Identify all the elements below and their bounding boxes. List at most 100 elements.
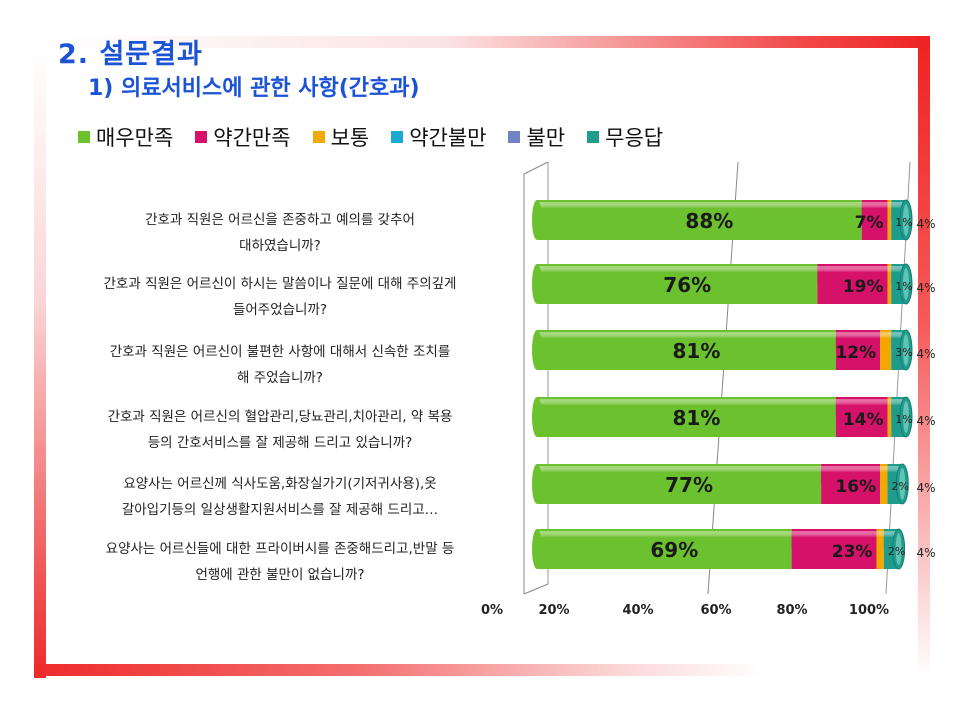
question-line: 간호과 직원은 어르신의 혈압관리,당뇨관리,치아관리, 약 복용	[107, 409, 453, 425]
data-label-somewhat-satisfied: 12%	[835, 343, 876, 363]
legend-label: 보통	[330, 126, 370, 150]
question-line: 대하였습니까?	[239, 238, 321, 254]
question-line: 간호과 직원은 어르신이 하시는 말씀이나 질문에 대해 주의깊게	[103, 276, 457, 292]
legend-swatch-very-satisfied	[78, 131, 90, 143]
bar-highlight-somewhat-satisfied	[861, 202, 888, 220]
frame-bottom-bar	[34, 664, 764, 676]
data-label-somewhat-satisfied: 19%	[843, 277, 884, 297]
question-line: 등의 간호서비스를 잘 제공해 드리고 있습니까?	[147, 435, 413, 451]
data-label-very-satisfied: 88%	[685, 209, 733, 233]
data-label-neutral: 2%	[888, 545, 905, 558]
chart-legend: 매우만족 약간만족 보통 약간불만 불만 무응답	[78, 120, 663, 154]
data-label-very-satisfied: 77%	[665, 473, 713, 497]
question-label-4: 간호과 직원은 어르신의 혈압관리,당뇨관리,치아관리, 약 복용 등의 간호서…	[40, 404, 520, 456]
x-tick-label: 60%	[700, 603, 731, 618]
bar-cap-right-highlight	[895, 533, 902, 565]
bar-cap-left	[532, 397, 542, 437]
bar-highlight-neutral	[887, 399, 892, 417]
x-tick-label: 0%	[481, 603, 503, 618]
question-label-1: 간호과 직원은 어르신을 존중하고 예의를 갖추어 대하였습니까?	[40, 207, 520, 259]
data-label-neutral: 2%	[892, 480, 909, 493]
legend-item-no-answer: 무응답	[587, 122, 663, 152]
bar-highlight-very-satisfied	[537, 266, 818, 284]
bar-highlight-very-satisfied	[537, 332, 836, 350]
question-line: 요양사는 어르신들에 대한 프라이버시를 존중해드리고,반말 등	[105, 541, 455, 557]
frame-left-bar	[34, 48, 46, 678]
data-label-no-answer: 4%	[916, 481, 935, 495]
legend-swatch-dissatisfied	[508, 131, 521, 143]
legend-swatch-somewhat-dissatisfied	[391, 131, 404, 143]
bar-cap-left	[532, 200, 542, 240]
bar-cap-left	[532, 330, 542, 370]
bar-highlight-somewhat-satisfied	[821, 466, 881, 484]
legend-label: 약간만족	[213, 126, 291, 150]
bar-highlight-neutral	[887, 266, 892, 284]
x-tick-label: 40%	[622, 603, 653, 618]
bar-cap-right-highlight	[903, 401, 909, 433]
bar-highlight-somewhat-satisfied	[791, 531, 877, 549]
data-label-neutral: 1%	[895, 413, 912, 426]
bar-highlight-very-satisfied	[537, 531, 792, 549]
question-label-5: 요양사는 어르신께 식사도움,화장실가기(기저귀사용),옷 갈아입기등의 일상생…	[40, 471, 520, 523]
legend-label: 매우만족	[96, 126, 174, 150]
question-line: 갈아입기등의 일상생활지원서비스를 잘 제공해 드리고…	[121, 502, 439, 518]
data-label-very-satisfied: 81%	[673, 339, 721, 363]
legend-item-dissatisfied: 불만	[508, 122, 565, 152]
bar-highlight-very-satisfied	[537, 466, 822, 484]
bar-cap-right-highlight	[903, 204, 909, 236]
data-label-neutral: 1%	[895, 280, 912, 293]
x-tick-label: 80%	[776, 603, 807, 618]
question-label-2: 간호과 직원은 어르신이 하시는 말씀이나 질문에 대해 주의깊게 들어주었습니…	[40, 271, 520, 323]
axis-wall-top-left	[523, 161, 549, 175]
legend-label: 무응답	[605, 126, 664, 150]
question-label-6: 요양사는 어르신들에 대한 프라이버시를 존중해드리고,반말 등 언행에 관한 …	[40, 536, 520, 588]
legend-swatch-neutral	[312, 131, 325, 143]
data-label-no-answer: 4%	[916, 414, 935, 428]
data-label-somewhat-satisfied: 14%	[843, 410, 884, 430]
bar-cap-left	[532, 464, 542, 504]
legend-item-very-satisfied: 매우만족	[78, 122, 173, 152]
legend-swatch-no-answer	[587, 131, 600, 143]
bar-highlight-somewhat-satisfied	[835, 332, 881, 350]
bar-highlight-very-satisfied	[537, 202, 862, 220]
frame-top-bar	[50, 36, 930, 48]
x-tick-label: 100%	[849, 603, 889, 618]
data-label-neutral: 3%	[895, 346, 912, 359]
bar-highlight-very-satisfied	[537, 399, 836, 417]
legend-swatch-somewhat-satisfied	[195, 131, 208, 143]
data-label-very-satisfied: 76%	[663, 273, 711, 297]
question-line: 간호과 직원은 어르신이 불편한 사항에 대해서 신속한 조치를	[109, 344, 451, 360]
question-line: 간호과 직원은 어르신을 존중하고 예의를 갖추어	[145, 212, 415, 228]
data-label-very-satisfied: 69%	[650, 538, 698, 562]
bar-highlight-somewhat-satisfied	[817, 266, 888, 284]
legend-item-neutral: 보통	[312, 122, 370, 152]
data-label-no-answer: 4%	[916, 217, 935, 231]
legend-item-somewhat-satisfied: 약간만족	[195, 122, 291, 152]
page-title: 2. 설문결과	[58, 39, 203, 70]
legend-label: 약간불만	[409, 126, 487, 150]
axis-wall-bottom-left	[523, 583, 549, 595]
frame-right-bar	[918, 36, 930, 676]
bar-cap-left	[532, 529, 542, 569]
question-line: 들어주었습니까?	[232, 302, 328, 318]
bar-highlight-neutral	[880, 466, 888, 484]
bar-highlight-neutral	[887, 202, 892, 220]
data-label-no-answer: 4%	[916, 281, 935, 295]
data-label-no-answer: 4%	[916, 546, 935, 560]
bar-cap-right-highlight	[903, 334, 909, 366]
question-line: 언행에 관한 불만이 없습니까?	[195, 567, 365, 583]
bar-highlight-neutral	[880, 332, 892, 350]
data-label-somewhat-satisfied: 7%	[855, 213, 884, 233]
bar-highlight-somewhat-satisfied	[835, 399, 888, 417]
data-label-no-answer: 4%	[916, 347, 935, 361]
data-label-somewhat-satisfied: 23%	[832, 542, 873, 562]
question-label-3: 간호과 직원은 어르신이 불편한 사항에 대해서 신속한 조치를 해 주었습니까…	[40, 339, 520, 391]
data-label-somewhat-satisfied: 16%	[835, 477, 876, 497]
bar-cap-right-highlight	[903, 268, 909, 300]
legend-item-somewhat-dissatisfied: 약간불만	[391, 122, 486, 152]
bar-cap-right-highlight	[899, 468, 906, 500]
bar-highlight-neutral	[876, 531, 884, 549]
legend-label: 불만	[526, 126, 566, 150]
page-subtitle: 1) 의료서비스에 관한 사항(간호과)	[88, 76, 420, 101]
